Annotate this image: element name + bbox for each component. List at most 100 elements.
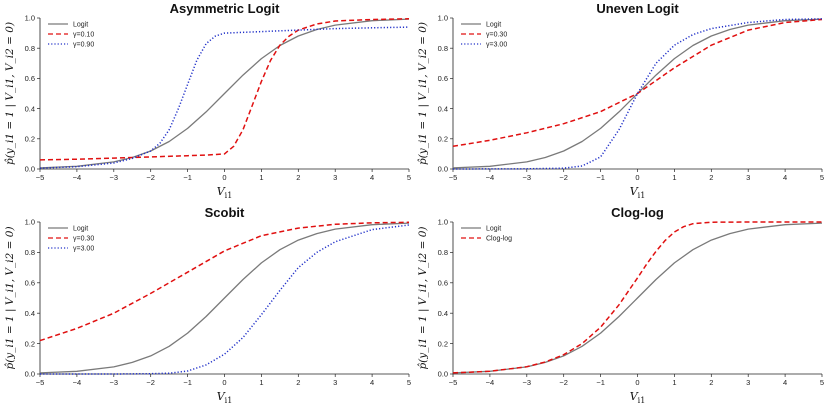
y-tick-label: 0.4 (438, 309, 448, 318)
x-tick-label: 2 (296, 173, 300, 182)
x-tick-label: −1 (183, 173, 192, 182)
y-tick-label: 0.8 (25, 248, 35, 257)
x-tick-label: 2 (296, 378, 300, 387)
y-tick-label: 0.4 (438, 104, 448, 113)
x-tick-label: −2 (559, 378, 568, 387)
series-line-gamma-0-30 (452, 18, 823, 148)
legend-label: γ=0.90 (73, 42, 94, 49)
x-axis-label: Vi1 (217, 185, 233, 200)
x-tick-label: 1 (672, 173, 676, 182)
x-tick-label: −5 (36, 173, 45, 182)
y-axis-label: p̂(y_i1 = 1 | V_i1, V_i2 = 0) (417, 22, 430, 165)
legend-label: γ=3.00 (73, 246, 94, 253)
x-tick-label: 4 (370, 378, 374, 387)
y-tick-label: 0.8 (438, 248, 448, 257)
y-tick-label: 0.0 (25, 370, 35, 379)
x-tick-label: 5 (407, 173, 411, 182)
x-tick-label: 3 (746, 378, 750, 387)
x-tick-label: −4 (486, 378, 495, 387)
series-line-logit (39, 18, 410, 169)
legend-label: γ=3.00 (486, 42, 507, 49)
x-axis-label: Vi1 (217, 390, 233, 405)
x-tick-label: 3 (333, 173, 337, 182)
y-tick-label: 1.0 (25, 14, 35, 23)
legend-label: Logit (73, 226, 88, 233)
series-line-gamma-3-00 (40, 224, 410, 375)
x-tick-label: 5 (820, 378, 824, 387)
legend: Logit γ=0.30 γ=3.00 (48, 226, 94, 253)
legend-label: Logit (73, 22, 88, 29)
y-axis-label: p̂(y_i1 = 1 | V_i1, V_i2 = 0) (4, 22, 17, 165)
y-tick-label: 0.2 (438, 135, 448, 144)
chart-panel-scobit: Scobit −5 −4 −3 −2 −1 0 1 2 3 4 5 0.0 0.2 0.4 0.6 0.8 1.0… (4, 205, 411, 405)
legend-label: γ=0.10 (73, 32, 94, 39)
x-tick-label: −2 (559, 173, 568, 182)
x-tick-label: −5 (36, 378, 45, 387)
x-tick-label: 4 (783, 378, 787, 387)
chart-title: Scobit (205, 205, 245, 220)
legend-label: γ=0.30 (73, 236, 94, 243)
y-tick-label: 0.0 (438, 370, 448, 379)
y-tick-label: 0.8 (25, 44, 35, 53)
x-tick-label: −4 (73, 378, 82, 387)
x-tick-label: 3 (333, 378, 337, 387)
series-line-gamma-0-10 (39, 18, 410, 161)
y-tick-label: 1.0 (438, 14, 448, 23)
x-tick-label: 2 (709, 378, 713, 387)
y-tick-label: 0.6 (438, 74, 448, 83)
x-tick-label: 1 (259, 173, 263, 182)
legend-label: γ=0.30 (486, 32, 507, 39)
x-tick-label: −3 (110, 173, 119, 182)
x-tick-label: 0 (222, 173, 226, 182)
x-tick-label: −5 (449, 378, 458, 387)
y-tick-label: 0.4 (25, 104, 35, 113)
series-line-gamma-0-90 (39, 26, 410, 169)
legend-label: Clog-log (486, 236, 512, 243)
legend: Logit γ=0.30 γ=3.00 (461, 22, 507, 49)
x-tick-label: −4 (486, 173, 495, 182)
x-tick-label: −1 (183, 378, 192, 387)
series-line-gamma-3-00 (452, 18, 823, 170)
legend: Logit Clog-log (461, 226, 512, 243)
x-tick-label: −1 (596, 378, 605, 387)
x-tick-label: 5 (820, 173, 824, 182)
x-tick-label: 3 (746, 173, 750, 182)
x-tick-label: 0 (635, 173, 639, 182)
y-tick-label: 0.4 (25, 309, 35, 318)
x-tick-label: −3 (110, 378, 119, 387)
legend: Logit γ=0.10 γ=0.90 (48, 22, 94, 49)
x-tick-label: −2 (146, 173, 155, 182)
y-tick-label: 0.0 (438, 165, 448, 174)
y-tick-label: 0.6 (438, 279, 448, 288)
x-tick-label: −2 (146, 378, 155, 387)
chart-title: Asymmetric Logit (170, 1, 280, 16)
legend-label: Logit (486, 22, 501, 29)
x-tick-label: 0 (222, 378, 226, 387)
x-tick-label: 0 (635, 378, 639, 387)
y-tick-label: 0.2 (25, 135, 35, 144)
x-tick-label: 1 (672, 378, 676, 387)
y-tick-label: 0.2 (25, 339, 35, 348)
series-line-logit (452, 222, 823, 374)
x-tick-label: −4 (73, 173, 82, 182)
chart-title: Uneven Logit (596, 1, 679, 16)
x-tick-label: 5 (407, 378, 411, 387)
series-line-logit (39, 222, 410, 374)
y-axis-label: p̂(y_i1 = 1 | V_i1, V_i2 = 0) (417, 226, 430, 369)
y-tick-label: 0.6 (25, 74, 35, 83)
x-tick-label: 1 (259, 378, 263, 387)
x-axis-label: Vi1 (630, 185, 646, 200)
x-tick-label: −3 (523, 378, 532, 387)
y-tick-label: 1.0 (25, 218, 35, 227)
x-tick-label: 4 (370, 173, 374, 182)
chart-panel-asymmetric-logit: Asymmetric Logit −5 −4 −3 −2 −1 0 1 2 3 4 5 0.0 0.2 0.… (4, 1, 411, 200)
y-tick-label: 0.0 (25, 165, 35, 174)
legend-label: Logit (486, 226, 501, 233)
chart-title: Clog-log (611, 205, 664, 220)
y-axis-label: p̂(y_i1 = 1 | V_i1, V_i2 = 0) (4, 226, 17, 369)
y-tick-label: 0.6 (25, 279, 35, 288)
x-tick-label: 2 (709, 173, 713, 182)
x-tick-label: −5 (449, 173, 458, 182)
x-tick-label: 4 (783, 173, 787, 182)
